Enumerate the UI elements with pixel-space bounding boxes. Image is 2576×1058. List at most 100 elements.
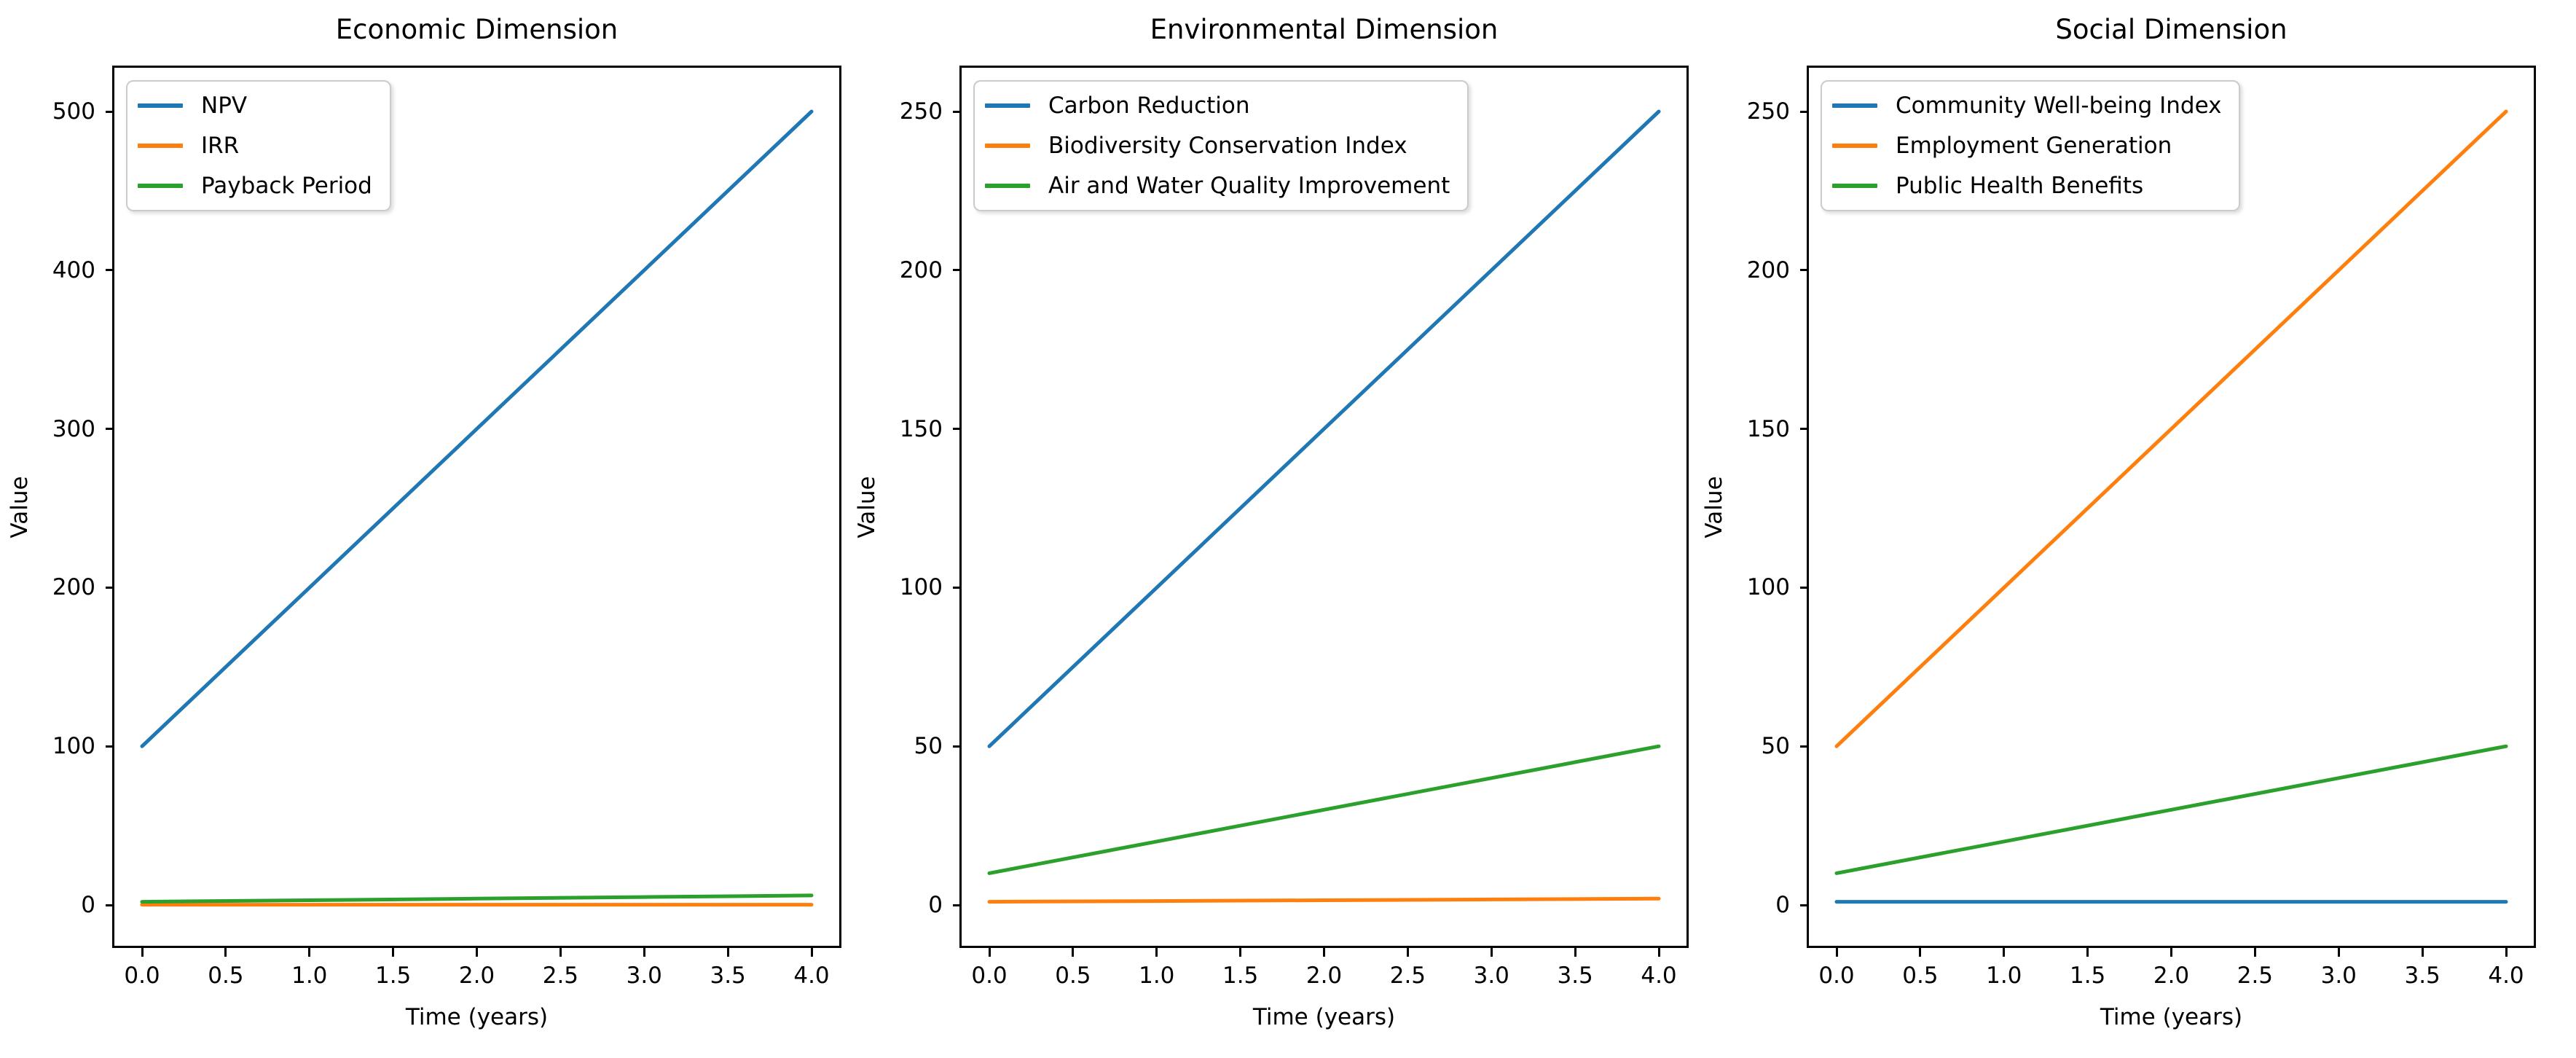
x-tick-mark xyxy=(308,948,311,957)
x-tick-mark xyxy=(1239,948,1242,957)
legend-label-carbon-reduction: Carbon Reduction xyxy=(1048,93,1250,119)
x-tick-label: 2.5 xyxy=(542,963,579,989)
series-line-air-and-water-quality-improvement xyxy=(987,744,1661,875)
y-tick-mark xyxy=(106,428,114,431)
y-tick-label: 300 xyxy=(52,415,95,442)
series-line-public-health-benefits xyxy=(1834,744,2508,875)
y-tick-label: 0 xyxy=(1775,892,1790,918)
x-tick-label: 0.0 xyxy=(1818,963,1855,989)
legend-label-npv: NPV xyxy=(201,93,248,119)
x-tick-label: 0.0 xyxy=(971,963,1008,989)
y-tick-label: 250 xyxy=(899,98,943,125)
axes-frame xyxy=(112,66,841,948)
series-line-carbon-reduction xyxy=(987,109,1661,748)
x-tick-mark xyxy=(2421,948,2424,957)
series-line-employment-generation xyxy=(1834,109,2508,748)
legend-swatch-employment-generation xyxy=(1832,144,1877,148)
subplot-title: Economic Dimension xyxy=(335,14,619,45)
x-tick-label: 1.0 xyxy=(1139,963,1175,989)
x-tick-mark xyxy=(1919,948,1922,957)
plot-area: Community Well-being Index Employment Gen… xyxy=(1809,68,2534,946)
x-tick-mark xyxy=(1657,948,1660,957)
x-tick-label: 1.5 xyxy=(1222,963,1259,989)
y-tick-mark xyxy=(953,269,962,272)
x-tick-label: 3.0 xyxy=(626,963,662,989)
x-tick-label: 3.5 xyxy=(2404,963,2440,989)
x-tick-label: 4.0 xyxy=(1641,963,1677,989)
legend-item-community-well-being-index: Community Well-being Index xyxy=(1832,92,2221,119)
y-tick-mark xyxy=(953,428,962,431)
y-tick-mark xyxy=(1800,904,1809,906)
x-tick-label: 3.5 xyxy=(1557,963,1593,989)
x-tick-label: 0.0 xyxy=(124,963,160,989)
y-tick-label: 100 xyxy=(52,733,95,760)
x-tick-mark xyxy=(643,948,645,957)
legend-item-employment-generation: Employment Generation xyxy=(1832,132,2221,160)
x-tick-mark xyxy=(726,948,729,957)
y-tick-mark xyxy=(1800,269,1809,272)
y-tick-mark xyxy=(953,110,962,113)
x-tick-label: 2.0 xyxy=(1305,963,1343,989)
legend-swatch-carbon-reduction xyxy=(985,103,1030,108)
series-canvas xyxy=(1834,109,2508,904)
legend: NPV IRR Payback Period xyxy=(126,80,391,211)
x-tick-label: 3.0 xyxy=(2320,963,2357,989)
x-tick-label: 1.0 xyxy=(291,963,328,989)
y-axis-label: Value xyxy=(7,475,33,538)
y-tick-label: 500 xyxy=(52,98,95,125)
series-canvas xyxy=(987,109,1661,904)
x-tick-mark xyxy=(810,948,813,957)
y-tick-label: 400 xyxy=(52,256,95,283)
legend-swatch-npv xyxy=(138,103,183,108)
x-tick-mark xyxy=(2253,948,2256,957)
x-tick-mark xyxy=(1072,948,1075,957)
x-tick-label: 3.5 xyxy=(710,963,746,989)
x-tick-mark xyxy=(1835,948,1838,957)
y-axis-label: Value xyxy=(854,475,880,538)
x-tick-mark xyxy=(141,948,144,957)
x-tick-label: 0.5 xyxy=(1902,963,1939,989)
x-tick-mark xyxy=(476,948,478,957)
y-tick-mark xyxy=(1800,586,1809,589)
y-tick-label: 0 xyxy=(928,892,943,918)
y-tick-label: 50 xyxy=(1761,733,1790,760)
legend-swatch-public-health-benefits xyxy=(1832,184,1877,188)
x-tick-label: 0.5 xyxy=(208,963,244,989)
x-tick-label: 1.0 xyxy=(1986,963,2022,989)
y-tick-mark xyxy=(106,110,114,113)
y-tick-mark xyxy=(953,586,962,589)
series-canvas xyxy=(140,109,814,907)
x-tick-label: 2.5 xyxy=(2237,963,2274,989)
y-tick-mark xyxy=(106,586,114,589)
x-axis-label: Time (years) xyxy=(405,1004,549,1030)
y-tick-label: 200 xyxy=(899,256,943,283)
legend-label-community-well-being-index: Community Well-being Index xyxy=(1896,93,2222,119)
y-axis-label: Value xyxy=(1701,475,1727,538)
x-tick-mark xyxy=(988,948,991,957)
legend-label-biodiversity-conservation-index: Biodiversity Conservation Index xyxy=(1048,133,1407,159)
legend-label-irr: IRR xyxy=(201,133,240,159)
y-tick-mark xyxy=(1800,428,1809,431)
y-tick-label: 0 xyxy=(81,892,95,918)
legend-label-payback-period: Payback Period xyxy=(201,173,372,199)
x-tick-label: 1.5 xyxy=(2069,963,2106,989)
x-tick-label: 1.5 xyxy=(374,963,412,989)
plot-area: Carbon Reduction Biodiversity Conservatio… xyxy=(962,68,1686,946)
subplot-title: Environmental Dimension xyxy=(1150,14,1499,45)
x-tick-mark xyxy=(1574,948,1576,957)
y-tick-label: 200 xyxy=(1746,256,1790,283)
x-tick-mark xyxy=(224,948,227,957)
y-tick-mark xyxy=(106,745,114,748)
legend-item-air-and-water-quality-improvement: Air and Water Quality Improvement xyxy=(985,172,1450,200)
legend-item-biodiversity-conservation-index: Biodiversity Conservation Index xyxy=(985,132,1450,160)
legend-item-npv: NPV xyxy=(138,92,372,119)
y-tick-label: 150 xyxy=(899,415,943,442)
x-tick-label: 2.5 xyxy=(1389,963,1426,989)
y-tick-label: 100 xyxy=(1746,574,1790,601)
x-tick-mark xyxy=(1490,948,1493,957)
y-tick-label: 50 xyxy=(914,733,943,760)
